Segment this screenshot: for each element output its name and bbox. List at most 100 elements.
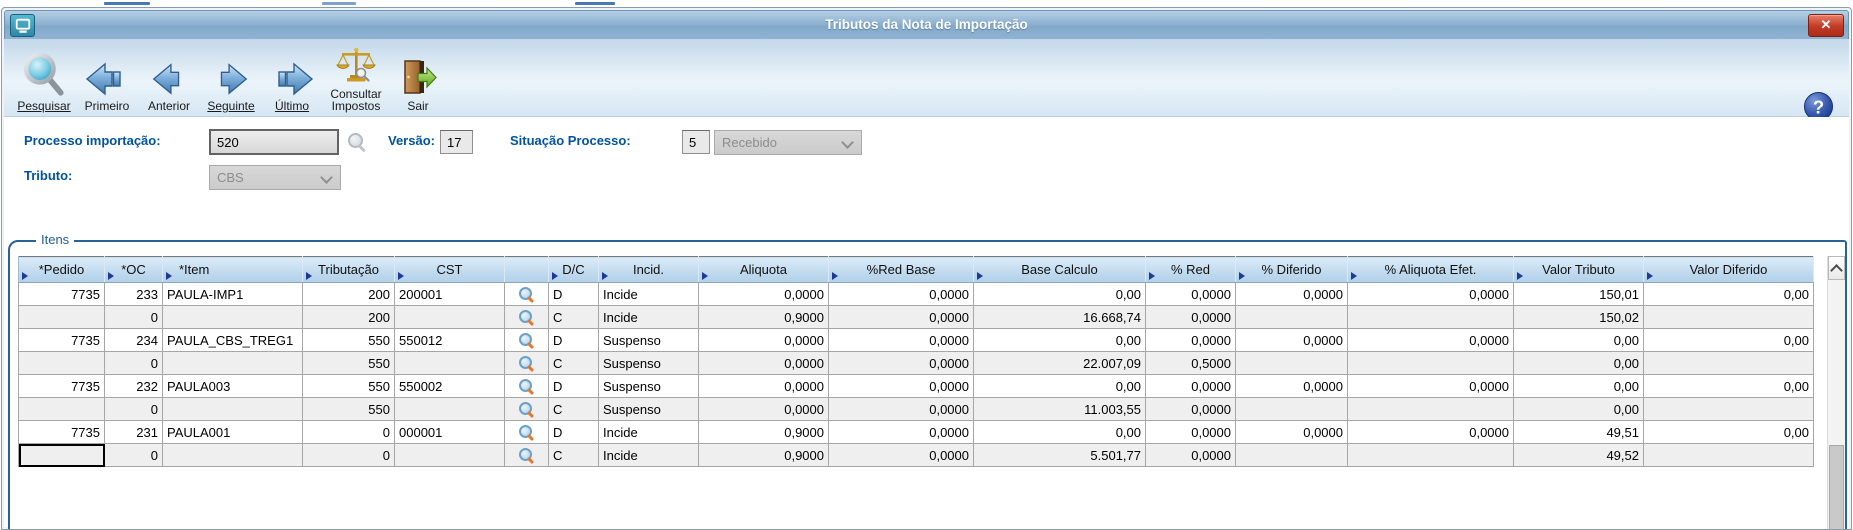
cell-pedido[interactable]: 7735 [18,328,105,352]
cell-tributacao[interactable]: 550 [302,397,395,421]
cell-oc[interactable]: 0 [104,443,163,467]
cell-oc[interactable]: 0 [104,397,163,421]
cell-valor-tributo[interactable]: 49,52 [1513,443,1644,467]
cell-p-diferido[interactable] [1235,305,1348,329]
cell-aliquota-efet[interactable] [1347,397,1514,421]
cell-p-diferido[interactable] [1235,351,1348,375]
cell-base-calculo[interactable]: 0,00 [973,282,1146,306]
cell-base-calculo[interactable]: 16.668,74 [973,305,1146,329]
row-search-icon[interactable] [519,287,535,304]
situacao-code-input[interactable] [682,130,710,154]
cell-aliquota[interactable]: 0,0000 [698,397,829,421]
cell-tributacao[interactable]: 200 [302,282,395,306]
cell-dc[interactable]: C [548,305,599,329]
cell-p-red[interactable]: 0,0000 [1145,328,1236,352]
cell-red-base[interactable]: 0,0000 [828,397,974,421]
cell-red-base[interactable]: 0,0000 [828,328,974,352]
cell-aliquota[interactable]: 0,0000 [698,282,829,306]
cell-oc[interactable]: 231 [104,420,163,444]
cell-valor-tributo[interactable]: 49,51 [1513,420,1644,444]
cell-incid[interactable]: Incide [598,443,699,467]
cell-tributacao[interactable]: 550 [302,328,395,352]
next-button[interactable]: Seguinte [200,40,262,112]
cell-pedido[interactable] [18,351,105,375]
cell-red-base[interactable]: 0,0000 [828,282,974,306]
cell-oc[interactable]: 0 [104,305,163,329]
cell-p-diferido[interactable] [1235,443,1348,467]
col-header-oc[interactable]: *OC [104,256,163,283]
row-search-icon[interactable] [519,310,535,327]
col-header-valor-tributo[interactable]: Valor Tributo [1513,256,1644,283]
cell-incid[interactable]: Suspenso [598,351,699,375]
cell-tributacao[interactable]: 550 [302,374,395,398]
col-header-p-red[interactable]: % Red [1145,256,1236,283]
cell-red-base[interactable]: 0,0000 [828,443,974,467]
col-header-incid[interactable]: Incid. [598,256,699,283]
cell-red-base[interactable]: 0,0000 [828,420,974,444]
cell-valor-diferido[interactable]: 0,00 [1643,282,1814,306]
cell-dc[interactable]: D [548,282,599,306]
cell-aliquota-efet[interactable] [1347,443,1514,467]
cell-dc[interactable]: D [548,420,599,444]
cell-red-base[interactable]: 0,0000 [828,305,974,329]
cell-valor-tributo[interactable]: 0,00 [1513,374,1644,398]
cell-p-red[interactable]: 0,0000 [1145,443,1236,467]
cell-dc[interactable]: C [548,351,599,375]
cell-valor-tributo[interactable]: 0,00 [1513,351,1644,375]
versao-input[interactable] [440,130,473,154]
cell-incid[interactable]: Incide [598,282,699,306]
last-button[interactable]: Último [262,40,322,112]
cell-aliquota-efet[interactable] [1347,305,1514,329]
cell-incid[interactable]: Suspenso [598,397,699,421]
col-header-dc[interactable]: D/C [548,256,599,283]
exit-button[interactable]: Sair [390,40,446,112]
cell-valor-diferido[interactable] [1643,351,1814,375]
cell-p-red[interactable]: 0,0000 [1145,305,1236,329]
cell-pedido-focused[interactable] [18,443,105,467]
consult-taxes-button[interactable]: Consultar Impostos [322,40,390,112]
cell-cst[interactable]: 550012 [394,328,505,352]
row-search-icon[interactable] [519,402,535,419]
cell-aliquota-efet[interactable]: 0,0000 [1347,282,1514,306]
cell-aliquota[interactable]: 0,9000 [698,305,829,329]
cell-pedido[interactable] [18,397,105,421]
first-button[interactable]: Primeiro [76,40,138,112]
cell-aliquota-efet[interactable] [1347,351,1514,375]
cell-dc[interactable]: D [548,328,599,352]
scrollbar-thumb[interactable] [1829,445,1844,529]
col-header-red-base[interactable]: %Red Base [828,256,974,283]
previous-button[interactable]: Anterior [138,40,200,112]
cell-dc[interactable]: C [548,443,599,467]
row-search-icon[interactable] [519,379,535,396]
tributo-select[interactable]: CBS [209,165,341,190]
cell-base-calculo[interactable]: 5.501,77 [973,443,1146,467]
search-button[interactable]: Pesquisar [12,40,76,112]
cell-item[interactable] [162,397,303,421]
cell-tributacao[interactable]: 0 [302,420,395,444]
cell-aliquota-efet[interactable]: 0,0000 [1347,374,1514,398]
cell-valor-diferido[interactable] [1643,305,1814,329]
cell-p-diferido[interactable]: 0,0000 [1235,374,1348,398]
col-header-base-calculo[interactable]: Base Calculo [973,256,1146,283]
cell-oc[interactable]: 233 [104,282,163,306]
cell-search[interactable] [504,328,549,352]
processo-search-icon[interactable] [348,133,366,153]
cell-aliquota-efet[interactable]: 0,0000 [1347,420,1514,444]
cell-incid[interactable]: Incide [598,420,699,444]
cell-search[interactable] [504,351,549,375]
cell-valor-diferido[interactable] [1643,443,1814,467]
cell-p-red[interactable]: 0,0000 [1145,374,1236,398]
cell-p-red[interactable]: 0,5000 [1145,351,1236,375]
col-header-pedido[interactable]: *Pedido [18,256,105,283]
cell-cst[interactable] [394,305,505,329]
col-header-tributacao[interactable]: Tributação [302,256,395,283]
cell-pedido[interactable] [18,305,105,329]
cell-valor-diferido[interactable] [1643,397,1814,421]
cell-item[interactable] [162,351,303,375]
cell-valor-tributo[interactable]: 150,01 [1513,282,1644,306]
cell-incid[interactable]: Suspenso [598,328,699,352]
cell-pedido[interactable]: 7735 [18,420,105,444]
cell-aliquota[interactable]: 0,9000 [698,420,829,444]
cell-item[interactable] [162,305,303,329]
situacao-select[interactable]: Recebido [714,130,862,155]
